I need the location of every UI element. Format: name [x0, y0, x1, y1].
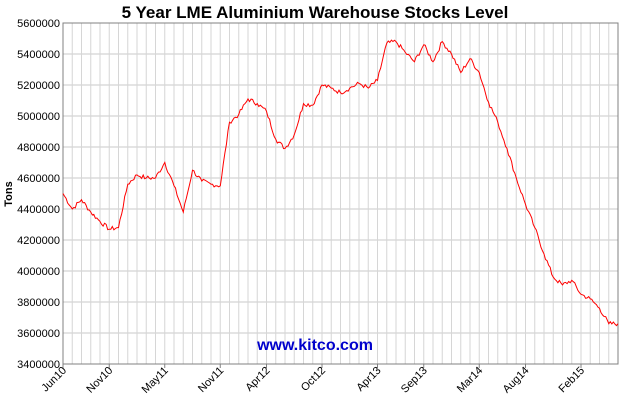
- data-point: [543, 253, 545, 255]
- x-tick-label: May11: [140, 365, 171, 396]
- y-tick-label: 3400000: [17, 359, 60, 371]
- y-tick-label: 5400000: [17, 49, 60, 61]
- data-point: [219, 185, 221, 187]
- data-point: [589, 298, 591, 300]
- data-point: [580, 293, 582, 295]
- data-point: [367, 87, 369, 89]
- y-tick-label: 4200000: [17, 235, 60, 247]
- data-point: [312, 104, 314, 106]
- y-axis: 3400000 3600000 3800000 4000000 4200000 44000…: [17, 18, 60, 371]
- y-tick-label: 5200000: [17, 80, 60, 92]
- y-tick-label: 3600000: [17, 328, 60, 340]
- series-line: [62, 39, 619, 327]
- data-point: [423, 44, 425, 46]
- x-tick-label: Nov10: [84, 365, 115, 396]
- data-point: [497, 121, 499, 123]
- x-tick-label: Apr12: [243, 365, 272, 394]
- watermark: www.kitco.com: [256, 337, 373, 354]
- data-point: [145, 177, 147, 179]
- data-point: [377, 79, 379, 81]
- data-point: [432, 61, 434, 63]
- data-point: [608, 323, 610, 325]
- data-point: [136, 174, 138, 176]
- chart-title: 5 Year LME Aluminium Warehouse Stocks Le…: [122, 3, 509, 22]
- x-tick-label: Nov11: [196, 365, 226, 395]
- data-point: [256, 103, 258, 105]
- data-point: [303, 103, 305, 105]
- data-point: [414, 61, 416, 63]
- x-tick-label: Apr13: [354, 365, 383, 394]
- data-point: [62, 193, 64, 195]
- data-point: [441, 41, 443, 43]
- data-point: [90, 211, 92, 213]
- data-point: [599, 307, 601, 309]
- data-point: [118, 227, 120, 229]
- data-point: [293, 134, 295, 136]
- data-point: [81, 199, 83, 201]
- y-tick-label: 4800000: [17, 142, 60, 154]
- y-tick-label: 5000000: [17, 111, 60, 123]
- data-point: [229, 121, 231, 123]
- x-tick-label: Feb15: [557, 365, 588, 396]
- data-point: [192, 169, 194, 171]
- x-tick-label: Aug14: [501, 365, 532, 396]
- data-point: [321, 84, 323, 86]
- data-point: [525, 203, 527, 205]
- series-layer: [62, 39, 619, 327]
- data-point: [71, 208, 73, 210]
- data-point: [404, 51, 406, 53]
- data-point: [506, 148, 508, 150]
- x-axis: Jun10 Nov10 May11 Nov11 Apr12 Oct12 Apr13 Sep13…: [39, 364, 587, 396]
- data-point: [349, 87, 351, 89]
- data-point: [266, 110, 268, 112]
- data-point: [210, 183, 212, 185]
- x-tick-label: Oct12: [299, 365, 328, 394]
- data-point: [155, 177, 157, 179]
- data-point: [247, 98, 249, 100]
- data-point: [108, 228, 110, 230]
- data-point: [469, 58, 471, 60]
- data-point: [201, 180, 203, 182]
- data-point: [173, 185, 175, 187]
- data-point: [275, 138, 277, 140]
- data-point: [358, 82, 360, 84]
- data-point: [238, 113, 240, 115]
- data-point: [386, 42, 388, 44]
- x-tick-label: Sep13: [399, 365, 430, 396]
- y-tick-label: 5600000: [17, 18, 60, 30]
- data-point: [330, 87, 332, 89]
- grid: [62, 22, 619, 365]
- data-point: [478, 72, 480, 74]
- x-tick-label: Mar14: [455, 365, 486, 396]
- data-point: [451, 53, 453, 55]
- data-point: [340, 92, 342, 94]
- data-point: [127, 183, 129, 185]
- y-tick-label: 4400000: [17, 204, 60, 216]
- data-point: [284, 148, 286, 150]
- data-point: [534, 227, 536, 229]
- data-point: [395, 41, 397, 43]
- data-point: [562, 284, 564, 286]
- y-tick-label: 3800000: [17, 297, 60, 309]
- data-point: [99, 220, 101, 222]
- data-point: [164, 162, 166, 164]
- y-tick-label: 4000000: [17, 266, 60, 278]
- data-point: [460, 72, 462, 74]
- y-tick-label: 4600000: [17, 173, 60, 185]
- data-point: [571, 279, 573, 281]
- data-point: [182, 211, 184, 213]
- data-point: [488, 101, 490, 103]
- data-point: [515, 177, 517, 179]
- data-point: [552, 276, 554, 278]
- y-axis-label: Tons: [3, 181, 15, 206]
